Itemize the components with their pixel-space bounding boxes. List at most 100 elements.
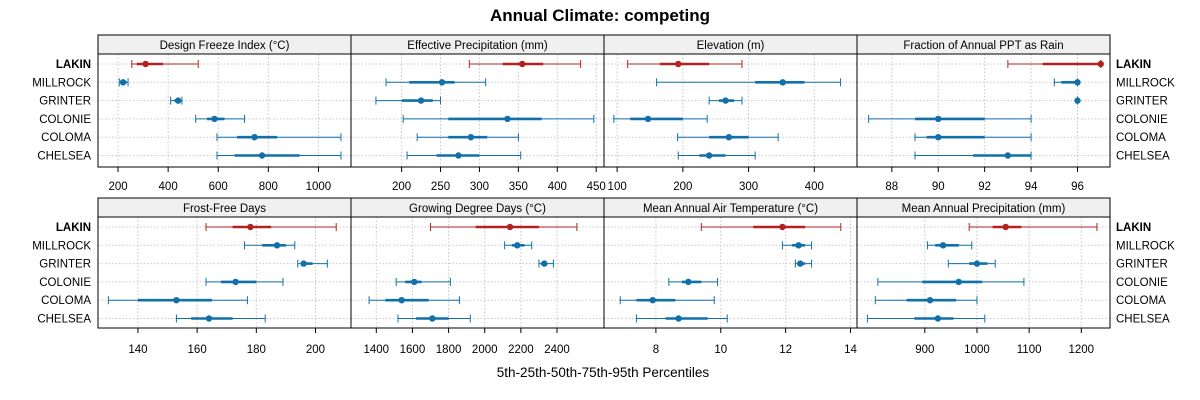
row-label-left-millrock: MILLROCK	[32, 77, 91, 89]
row-label-left-lakin: LAKIN	[56, 59, 91, 71]
range-coloma	[914, 133, 1032, 142]
median-point	[1097, 60, 1104, 68]
median-point	[519, 60, 526, 68]
median-point	[705, 152, 713, 159]
strip-label: Design Freeze Index (°C)	[160, 40, 290, 52]
median-point	[429, 315, 436, 322]
median-point	[232, 278, 239, 286]
x-tick-label: 1000	[964, 344, 990, 356]
strip-label: Mean Annual Air Temperature (°C)	[643, 203, 818, 215]
range-millrock	[243, 241, 296, 250]
range-chelsea	[914, 151, 1032, 160]
panel-frame	[856, 216, 1111, 329]
strip-label: Effective Precipitation (mm)	[407, 40, 548, 52]
range-colonie	[402, 114, 595, 123]
range-coloma	[619, 296, 715, 305]
range-coloma	[368, 296, 460, 305]
row-label-right-lakin: LAKIN	[1116, 222, 1151, 234]
range-coloma	[874, 296, 978, 305]
median-point	[251, 134, 258, 141]
x-tick-label: 90	[932, 181, 945, 193]
x-tick-label: 900	[915, 344, 934, 356]
x-tick-label: 1000	[306, 181, 332, 193]
row-label-right-chelsea: CHELSEA	[1116, 314, 1170, 326]
range-lakin	[1007, 60, 1104, 68]
median-point	[973, 260, 981, 267]
median-point	[675, 315, 682, 322]
row-label-left-millrock: MILLROCK	[32, 240, 91, 252]
panel-frame	[350, 53, 605, 168]
median-point	[934, 315, 942, 322]
x-tick-label: 400	[159, 181, 178, 193]
row-labels: LAKIN LAKIN MILLROCK MILLROCK GRINTER GRINTER…	[32, 59, 1175, 326]
range-chelsea	[397, 314, 471, 323]
range-grinter	[794, 259, 813, 268]
range-millrock	[118, 78, 129, 87]
median-point	[541, 260, 548, 267]
x-tick-label: 140	[128, 344, 147, 356]
median-point	[438, 79, 446, 86]
range-coloma	[677, 133, 779, 142]
range-millrock	[656, 78, 842, 87]
range-chelsea	[216, 151, 342, 160]
x-tick-label: 160	[188, 344, 207, 356]
range-chelsea	[866, 314, 986, 323]
row-label-right-lakin: LAKIN	[1116, 59, 1151, 71]
row-label-left-colonie: COLONIE	[39, 277, 91, 289]
range-colonie	[668, 277, 719, 286]
median-point	[258, 152, 266, 159]
range-chelsea	[406, 151, 522, 160]
range-lakin	[468, 60, 582, 68]
x-tick-label: 200	[108, 181, 127, 193]
range-grinter	[538, 259, 554, 268]
range-coloma	[216, 133, 342, 142]
median-point	[205, 315, 213, 322]
strip-label: Growing Degree Days (°C)	[409, 203, 546, 215]
row-label-left-coloma: COLOMA	[41, 295, 91, 307]
x-tick-label: 96	[1071, 181, 1084, 193]
median-point	[273, 242, 281, 249]
range-chelsea	[635, 314, 728, 323]
strip-label: Frost-Free Days	[183, 203, 266, 215]
range-lakin	[131, 60, 199, 68]
range-millrock	[504, 241, 533, 250]
median-point	[1004, 152, 1012, 159]
median-point	[1002, 223, 1009, 231]
range-chelsea	[677, 151, 756, 160]
range-lakin	[700, 223, 842, 231]
x-tick-label: 1400	[364, 344, 390, 356]
range-lakin	[430, 223, 578, 231]
median-point	[398, 297, 405, 304]
panel-fraction-of-annual-ppt-as-rain: Fraction of Annual PPT as Rain 88 90 92 94 96	[856, 34, 1111, 193]
median-point	[1074, 97, 1081, 104]
range-grinter	[708, 96, 743, 105]
x-tick-label: 12	[779, 344, 792, 356]
range-colonie	[205, 277, 284, 286]
x-tick-label: 200	[306, 344, 325, 356]
median-point	[417, 97, 425, 104]
x-tick-label: 2400	[544, 344, 570, 356]
panels: Design Freeze Index (°C) 200 400 600 800 1000…	[97, 34, 1111, 356]
x-axis-label: 5th-25th-50th-75th-95th Percentiles	[497, 365, 710, 380]
x-tick-label: 300	[470, 181, 489, 193]
row-label-left-lakin: LAKIN	[56, 222, 91, 234]
row-label-right-grinter: GRINTER	[1116, 259, 1168, 271]
range-millrock	[781, 241, 813, 250]
panel-frost-free-days: Frost-Free Days 140 160 180 200	[97, 197, 352, 356]
strip-label: Elevation (m)	[697, 40, 765, 52]
panel-mean-annual-air-temperature-c: Mean Annual Air Temperature (°C) 8 10 12 14	[603, 197, 858, 356]
row-label-right-coloma: COLOMA	[1116, 132, 1166, 144]
x-tick-label: 8	[653, 344, 659, 356]
median-point	[939, 242, 947, 249]
median-point	[300, 260, 307, 267]
median-point	[467, 134, 475, 141]
x-tick-label: 200	[392, 181, 411, 193]
median-point	[722, 97, 729, 104]
range-chelsea	[175, 314, 266, 323]
median-point	[514, 242, 521, 249]
median-point	[506, 223, 514, 231]
median-point	[935, 134, 942, 141]
row-label-right-millrock: MILLROCK	[1116, 240, 1175, 252]
range-colonie	[877, 277, 1025, 286]
